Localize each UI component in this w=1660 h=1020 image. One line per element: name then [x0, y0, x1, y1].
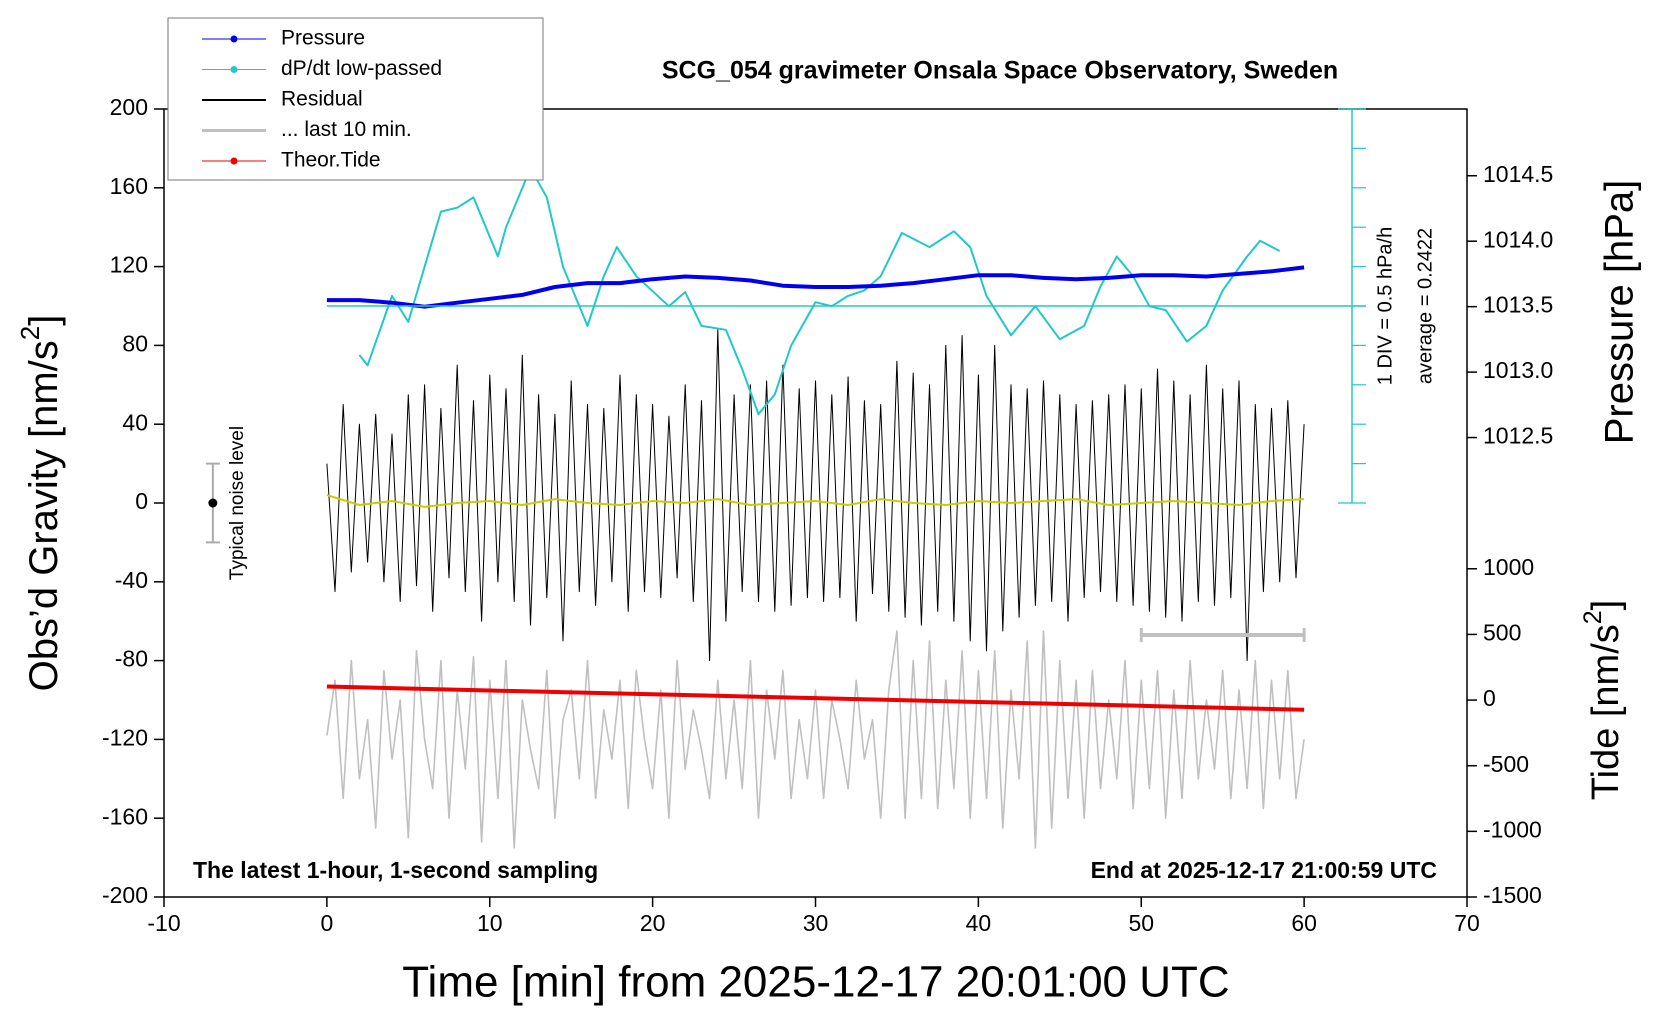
latest-annotation: The latest 1-hour, 1-second sampling	[193, 857, 598, 883]
div-annotation: 1 DIV = 0.5 hPa/h	[1374, 227, 1396, 385]
legend-label: dP/dt low-passed	[281, 57, 442, 80]
series-line	[326, 329, 1305, 662]
y-axis-label-end: ]	[22, 315, 66, 326]
y-tick-label: -200	[102, 882, 148, 908]
x-tick-label: -10	[147, 910, 180, 936]
y-axis-label-sup: 2	[15, 326, 45, 340]
noise-annotation: Typical noise level	[227, 426, 248, 580]
series-line	[326, 630, 1305, 849]
y2-tick-label: 1013.5	[1483, 292, 1553, 318]
y-tick-label: 80	[122, 330, 148, 356]
legend-label: Theor.Tide	[281, 149, 381, 172]
y2-axis-label: Pressure [hPa]	[1598, 180, 1642, 445]
y-tick-label: -160	[102, 803, 148, 829]
y2-tick-label: 1013.0	[1483, 357, 1553, 383]
legend-marker	[230, 157, 238, 165]
y3-tick-label: 1000	[1483, 554, 1534, 580]
legend-label: Pressure	[281, 27, 365, 50]
y-tick-label: 120	[110, 252, 148, 278]
y3-axis-label: Tide [nm/s2]	[1579, 600, 1627, 800]
y-tick-label: 200	[110, 94, 148, 120]
y-tick-label: 0	[135, 488, 148, 514]
average-annotation: average = 0.2422	[1414, 228, 1436, 384]
y3-tick-label: -1500	[1483, 882, 1542, 908]
y3-tick-label: 500	[1483, 619, 1521, 645]
y-axis-label: Obs’d Gravity [nm/s2]	[15, 315, 66, 692]
y3-axis-label-end: ]	[1585, 600, 1627, 611]
legend-marker	[230, 35, 238, 43]
y3-tick-label: 0	[1483, 685, 1496, 711]
x-tick-label: 0	[320, 910, 333, 936]
y2-tick-label: 1014.5	[1483, 161, 1553, 187]
x-axis-label: Time [min] from 2025-12-17 20:01:00 UTC	[402, 958, 1229, 1007]
legend-marker	[230, 66, 238, 73]
series-line	[326, 494, 1305, 508]
end-annotation: End at 2025-12-17 21:00:59 UTC	[1091, 857, 1437, 883]
x-tick-label: 40	[966, 910, 992, 936]
y-axis-label-text: Obs’d Gravity [nm/s	[22, 340, 66, 691]
y-tick-label: 160	[110, 173, 148, 199]
x-tick-label: 50	[1128, 910, 1154, 936]
y-tick-label: -80	[115, 646, 148, 672]
legend-label: ... last 10 min.	[281, 118, 412, 141]
x-tick-label: 30	[803, 910, 829, 936]
series-line	[326, 684, 1305, 712]
legend-label: Residual	[281, 88, 363, 111]
y-tick-label: 40	[122, 409, 148, 435]
y3-axis-label-sup: 2	[1579, 610, 1607, 624]
y3-tick-label: -1000	[1483, 816, 1542, 842]
x-tick-label: 20	[640, 910, 666, 936]
plot-area	[326, 167, 1305, 849]
series-line	[326, 265, 1305, 309]
y-tick-label: -40	[115, 567, 148, 593]
x-tick-label: 70	[1454, 910, 1480, 936]
noise-point	[208, 498, 218, 508]
y2-tick-label: 1014.0	[1483, 226, 1553, 252]
y2-tick-label: 1012.5	[1483, 423, 1553, 449]
y-tick-label: -120	[102, 724, 148, 750]
x-tick-label: 60	[1291, 910, 1317, 936]
x-tick-label: 10	[477, 910, 503, 936]
y3-axis-label-text: Tide [nm/s	[1585, 624, 1627, 800]
y3-tick-label: -500	[1483, 751, 1529, 777]
chart-title: SCG_054 gravimeter Onsala Space Observat…	[662, 57, 1338, 85]
